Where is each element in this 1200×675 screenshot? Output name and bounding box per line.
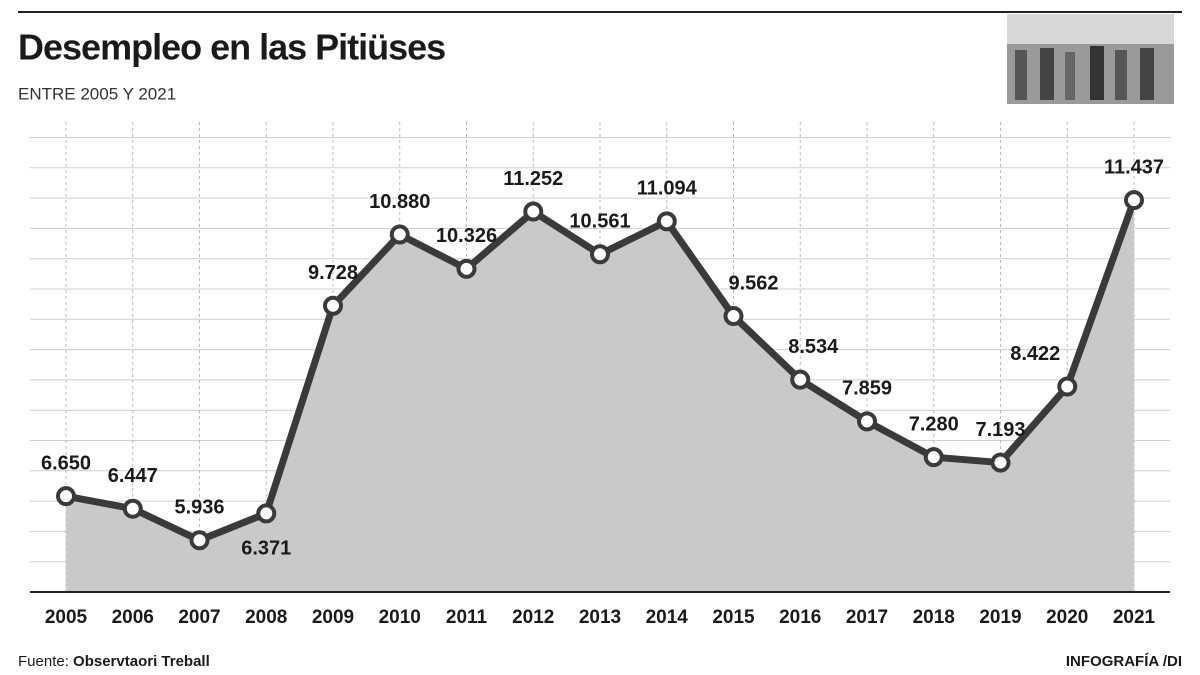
x-tick-label: 2009 bbox=[312, 607, 354, 628]
source: Fuente: Observtaori Treball bbox=[18, 653, 210, 670]
x-tick-label: 2021 bbox=[1113, 607, 1156, 628]
x-tick-label: 2017 bbox=[846, 607, 888, 628]
x-tick-label: 2007 bbox=[178, 607, 220, 628]
point bbox=[122, 498, 143, 519]
point bbox=[456, 258, 477, 279]
value-label: 8.422 bbox=[1010, 343, 1060, 365]
source-label: Fuente: bbox=[18, 653, 69, 670]
point bbox=[990, 452, 1011, 473]
value-label: 10.880 bbox=[369, 191, 430, 213]
x-tick-label: 2005 bbox=[45, 607, 88, 628]
source-name: Observtaori Treball bbox=[73, 653, 210, 670]
value-label: 6.650 bbox=[41, 452, 91, 474]
point bbox=[323, 295, 343, 316]
photo bbox=[1007, 14, 1174, 104]
point bbox=[389, 224, 410, 245]
point bbox=[56, 486, 76, 507]
point bbox=[189, 530, 210, 551]
x-tick-label: 2008 bbox=[245, 607, 287, 628]
x-tick-label: 2015 bbox=[712, 607, 755, 628]
point bbox=[1124, 190, 1144, 211]
x-tick-label: 2011 bbox=[446, 607, 488, 628]
x-tick-label: 2012 bbox=[512, 607, 554, 628]
chart-subtitle: ENTRE 2005 Y 2021 bbox=[18, 84, 176, 103]
value-label: 11.437 bbox=[1104, 156, 1164, 178]
value-label: 11.094 bbox=[637, 178, 698, 200]
x-tick-label: 2013 bbox=[579, 607, 621, 628]
chart-title: Desempleo en las Pitiüses bbox=[18, 27, 445, 68]
value-label: 9.562 bbox=[728, 272, 778, 294]
value-label: 7.193 bbox=[975, 419, 1025, 441]
value-label: 7.280 bbox=[909, 413, 959, 435]
value-label: 8.534 bbox=[788, 336, 839, 358]
value-label: 9.728 bbox=[308, 262, 358, 284]
value-label: 5.936 bbox=[174, 497, 224, 519]
value-label: 11.252 bbox=[503, 168, 563, 190]
value-label: 7.859 bbox=[842, 378, 892, 400]
point bbox=[723, 306, 744, 327]
x-tick-label: 2006 bbox=[112, 607, 154, 628]
x-tick-label: 2016 bbox=[779, 607, 821, 628]
value-label: 10.326 bbox=[436, 225, 497, 247]
value-label: 10.561 bbox=[569, 211, 630, 233]
point bbox=[857, 411, 877, 432]
x-tick-label: 2018 bbox=[913, 607, 955, 628]
point bbox=[523, 201, 544, 222]
area bbox=[66, 200, 1134, 593]
value-label: 6.447 bbox=[108, 465, 158, 487]
x-tick-label: 2010 bbox=[379, 607, 421, 628]
x-tick-label: 2019 bbox=[979, 607, 1021, 628]
x-tick-label: 2020 bbox=[1046, 607, 1088, 628]
credit: INFOGRAFÍA /DI bbox=[1066, 653, 1182, 670]
x-tick-label: 2014 bbox=[646, 607, 689, 628]
point bbox=[923, 447, 944, 468]
point bbox=[1057, 376, 1078, 397]
value-label: 6.371 bbox=[241, 538, 291, 560]
point bbox=[590, 244, 610, 265]
point bbox=[790, 369, 811, 390]
point bbox=[656, 211, 677, 232]
point bbox=[256, 503, 277, 524]
